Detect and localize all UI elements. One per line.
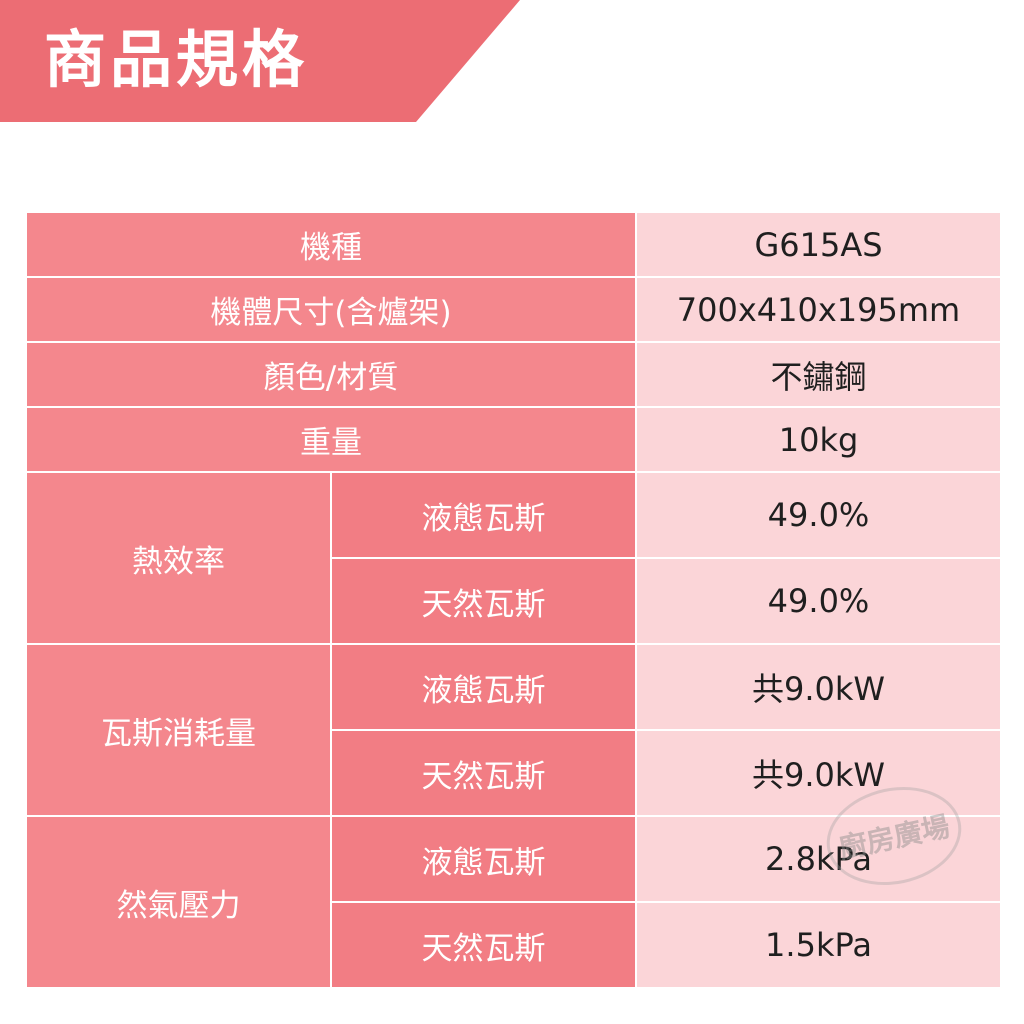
efficiency-ng-value: 49.0% <box>637 559 1000 643</box>
efficiency-lpg-value: 49.0% <box>637 473 1000 557</box>
weight-label: 重量 <box>27 408 635 471</box>
model-label: 機種 <box>27 213 635 276</box>
efficiency-lpg-label: 液態瓦斯 <box>332 473 635 557</box>
pressure-ng-label: 天然瓦斯 <box>332 903 635 987</box>
efficiency-ng-label: 天然瓦斯 <box>332 559 635 643</box>
material-value: 不鏽鋼 <box>637 343 1000 406</box>
consumption-lpg-label: 液態瓦斯 <box>332 645 635 729</box>
consumption-label: 瓦斯消耗量 <box>27 645 330 815</box>
size-label: 機體尺寸(含爐架) <box>27 278 635 341</box>
efficiency-label: 熱效率 <box>27 473 330 643</box>
material-label: 顏色/材質 <box>27 343 635 406</box>
consumption-ng-label: 天然瓦斯 <box>332 731 635 815</box>
pressure-label: 然氣壓力 <box>27 817 330 987</box>
model-value: G615AS <box>637 213 1000 276</box>
pressure-lpg-label: 液態瓦斯 <box>332 817 635 901</box>
pressure-lpg-value: 2.8kPa <box>637 817 1000 901</box>
size-value: 700x410x195mm <box>637 278 1000 341</box>
weight-value: 10kg <box>637 408 1000 471</box>
spec-table: 機種 G615AS 機體尺寸(含爐架) 700x410x195mm 顏色/材質 … <box>27 213 1000 987</box>
page-title: 商品規格 <box>44 23 309 96</box>
consumption-ng-value: 共9.0kW <box>637 731 1000 815</box>
pressure-ng-value: 1.5kPa <box>637 903 1000 987</box>
consumption-lpg-value: 共9.0kW <box>637 645 1000 729</box>
